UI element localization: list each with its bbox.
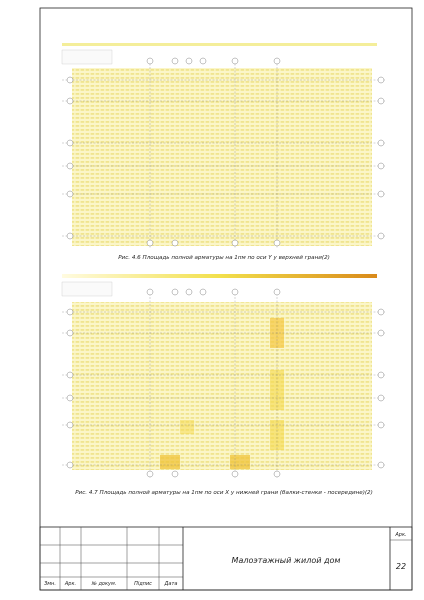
column-header: Арк.	[64, 581, 76, 587]
axes	[62, 288, 385, 478]
column-header: № докум.	[91, 581, 117, 587]
info-box	[61, 49, 113, 65]
axes	[62, 57, 385, 248]
legend-scale	[62, 43, 377, 46]
column-header: Підпис	[134, 581, 152, 587]
figure-caption: Рис. 4.7 Площадь полной арматуры на 1пм …	[75, 490, 373, 496]
result-grid	[72, 68, 372, 246]
figure-1: Рис. 4.6 Площадь полной арматуры на 1пм …	[61, 43, 385, 261]
document-title: Малоэтажный жилой дом	[232, 556, 341, 565]
sheet-label: Арк.	[394, 532, 406, 538]
sheet-number: 22	[396, 562, 406, 571]
figure-2: Рис. 4.7 Площадь полной арматуры на 1пм …	[61, 274, 385, 496]
result-grid	[72, 302, 372, 470]
figure-caption: Рис. 4.6 Площадь полной арматуры на 1пм …	[118, 255, 330, 261]
legend-scale	[62, 274, 377, 278]
column-header: Змн.	[44, 581, 56, 587]
info-box	[61, 281, 113, 297]
title-block: Змн. Арк. № докум. Підпис Дата Малоэтажн…	[39, 526, 413, 591]
column-header: Дата	[164, 581, 178, 587]
